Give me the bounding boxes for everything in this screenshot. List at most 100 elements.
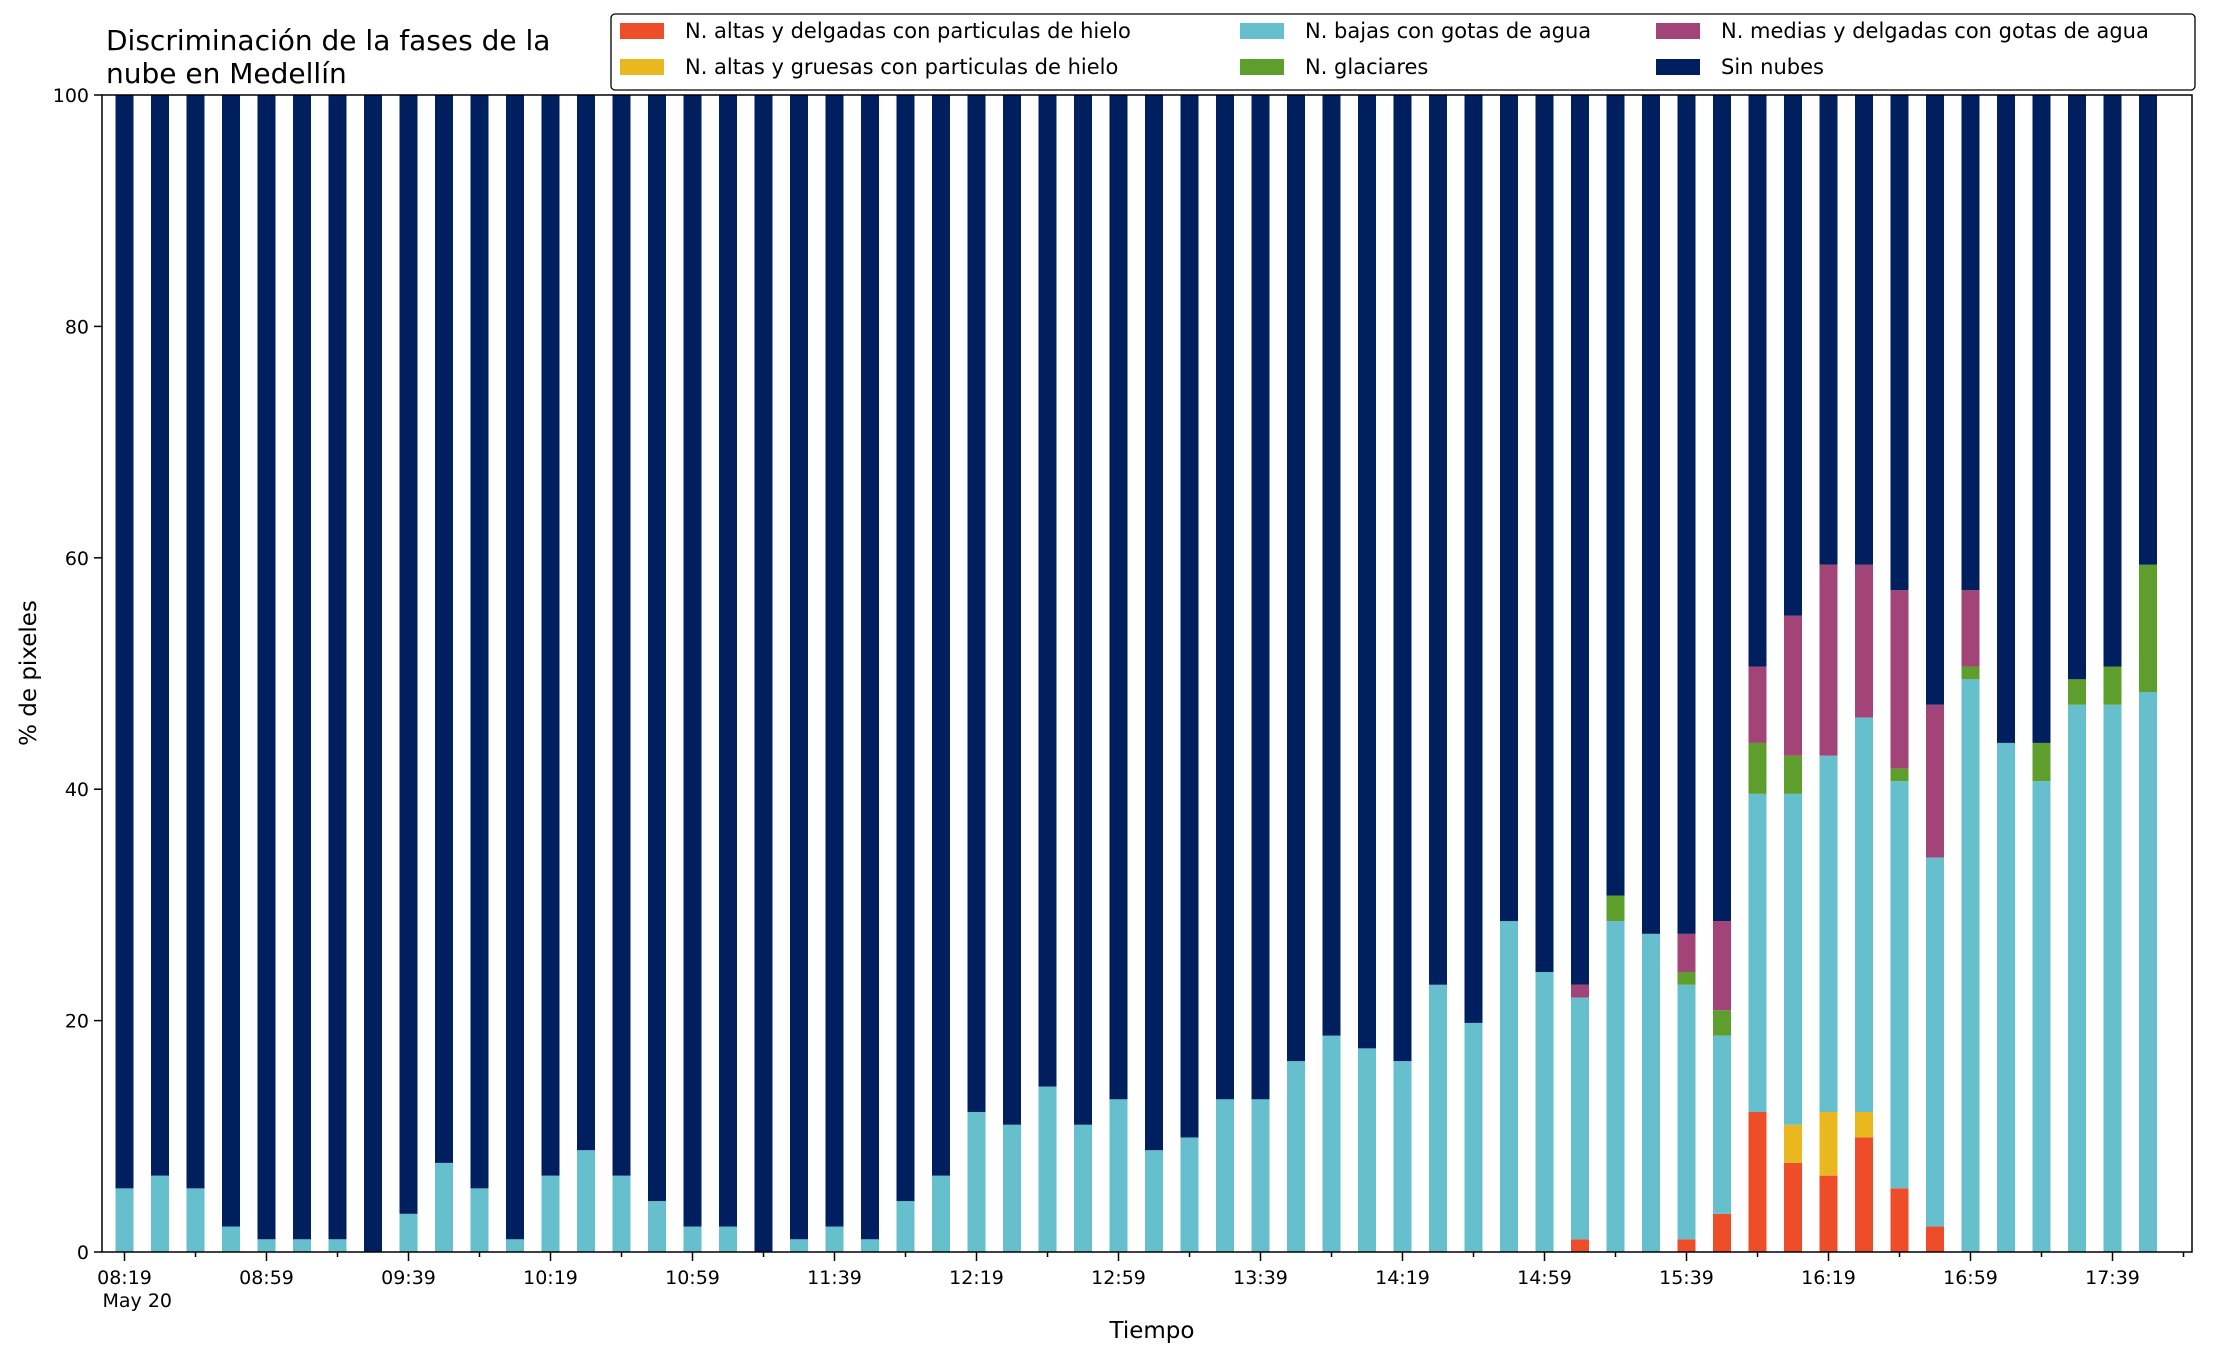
bar-segment	[861, 95, 879, 1240]
bar-stack	[506, 95, 524, 1252]
bar-segment	[435, 95, 453, 1163]
bar-segment	[1109, 95, 1128, 1100]
bar-segment	[1784, 793, 1802, 1125]
bar-segment	[683, 95, 702, 1227]
x-tick-label: 10:19	[523, 1267, 578, 1289]
bar-segment	[1819, 1175, 1838, 1252]
y-axis-label: % de pixeles	[16, 600, 42, 746]
bar-segment	[754, 95, 773, 1252]
bar-stack	[1038, 95, 1057, 1252]
x-tick-label: 16:19	[1801, 1267, 1856, 1289]
bar-segment	[1926, 857, 1944, 1227]
bar-segment	[1180, 1137, 1199, 1252]
bar-stack	[612, 95, 631, 1252]
legend-swatch	[620, 59, 664, 75]
bar-segment	[1819, 564, 1838, 756]
bar-segment	[1748, 793, 1767, 1112]
bar-segment	[1784, 1162, 1802, 1252]
bar-segment	[1713, 921, 1731, 1011]
bar-stack	[293, 95, 311, 1252]
bar-segment	[1251, 1099, 1270, 1252]
bar-segment	[1571, 984, 1589, 998]
x-tick-label: 13:39	[1233, 1267, 1288, 1289]
legend: N. altas y delgadas con particulas de hi…	[610, 13, 2196, 91]
bar-segment	[1961, 679, 1980, 1252]
bar-segment	[1890, 1188, 1909, 1252]
bar-stack	[2103, 95, 2122, 1252]
bar-stack	[1358, 95, 1376, 1252]
bar-segment	[861, 1239, 879, 1252]
legend-label: N. altas y gruesas con particulas de hie…	[685, 55, 1118, 79]
bar-stack	[541, 95, 560, 1252]
bar-segment	[932, 1175, 950, 1252]
bar-segment	[1855, 95, 1873, 565]
bars-layer	[115, 95, 2157, 1252]
bar-segment	[506, 1239, 524, 1252]
x-tick-label: 14:19	[1375, 1267, 1430, 1289]
bar-segment	[1819, 95, 1838, 565]
bar-segment	[1500, 921, 1518, 1252]
legend-label: N. bajas con gotas de agua	[1305, 19, 1591, 43]
bar-segment	[1003, 1124, 1021, 1252]
bar-segment	[1890, 781, 1909, 1189]
bar-stack	[1074, 95, 1092, 1252]
bar-segment	[1038, 1086, 1057, 1252]
bar-segment	[1109, 1099, 1128, 1252]
bar-segment	[1429, 95, 1447, 985]
legend-frame	[610, 13, 2196, 91]
bar-segment	[151, 1175, 169, 1252]
bar-segment	[648, 1201, 666, 1252]
bar-stack	[1819, 95, 1838, 1252]
legend-entry: N. bajas con gotas de agua	[1240, 19, 1591, 43]
bar-stack	[257, 95, 276, 1252]
bar-segment	[612, 95, 631, 1176]
x-tick-label: 14:59	[1517, 1267, 1572, 1289]
bar-stack	[470, 95, 489, 1252]
legend-entry: N. altas y delgadas con particulas de hi…	[620, 19, 1131, 43]
legend-entry: N. glaciares	[1240, 55, 1428, 79]
bar-stack	[1287, 95, 1305, 1252]
bar-segment	[1535, 95, 1554, 973]
x-tick-label: 12:59	[1091, 1267, 1146, 1289]
bar-segment	[1855, 564, 1873, 718]
bar-stack	[825, 95, 844, 1252]
bar-stack	[1677, 95, 1696, 1252]
bar-segment	[1890, 768, 1909, 782]
bar-stack	[790, 95, 808, 1252]
chart-title-line: Discriminación de la fases de la	[106, 24, 550, 57]
bar-segment	[186, 95, 205, 1189]
legend-entry: N. altas y gruesas con particulas de hie…	[620, 55, 1118, 79]
legend-label: N. medias y delgadas con gotas de agua	[1721, 19, 2149, 43]
bar-segment	[293, 1239, 311, 1252]
bar-segment	[1926, 1226, 1944, 1252]
bar-stack	[1535, 95, 1554, 1252]
bar-segment	[1784, 615, 1802, 756]
bar-segment	[506, 95, 524, 1240]
bar-segment	[1642, 933, 1660, 1252]
bar-segment	[2103, 95, 2122, 667]
x-tick-label: 12:19	[949, 1267, 1004, 1289]
bar-segment	[1145, 1150, 1163, 1252]
bar-segment	[719, 95, 737, 1227]
y-tick-label: 100	[53, 85, 89, 107]
bar-segment	[115, 95, 134, 1189]
bar-segment	[967, 95, 986, 1112]
bar-segment	[1997, 742, 2015, 1252]
legend-label: N. altas y delgadas con particulas de hi…	[685, 19, 1131, 43]
bar-segment	[1997, 95, 2015, 743]
bar-stack	[115, 95, 134, 1252]
legend-label: N. glaciares	[1305, 55, 1428, 79]
legend-label: Sin nubes	[1721, 55, 1824, 79]
bar-segment	[1358, 95, 1376, 1049]
legend-swatch	[1240, 59, 1284, 75]
bar-segment	[1890, 590, 1909, 769]
bar-stack	[1322, 95, 1341, 1252]
bar-segment	[1961, 590, 1980, 667]
chart-title: Discriminación de la fases de la nube en …	[106, 24, 550, 90]
legend-swatch	[1656, 23, 1700, 39]
bar-segment	[1393, 1061, 1412, 1252]
bar-segment	[825, 95, 844, 1227]
bar-segment	[1677, 1239, 1696, 1252]
bar-segment	[2068, 95, 2086, 680]
bar-segment	[1677, 95, 1696, 934]
